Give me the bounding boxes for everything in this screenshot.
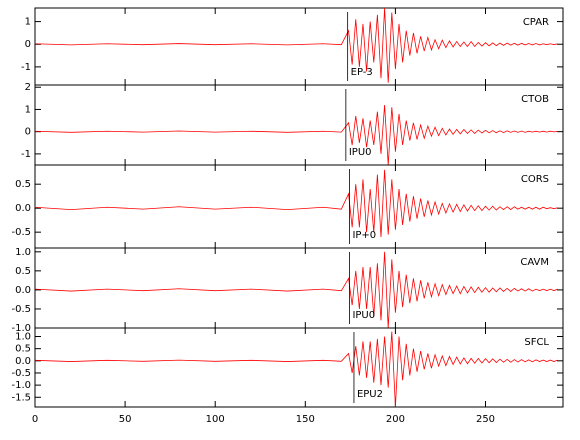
y-tick-label: 0 (25, 39, 31, 50)
station-label: CPAR (523, 17, 549, 28)
pick-label: EPU2 (357, 389, 383, 400)
y-tick-label: 0.5 (15, 344, 31, 355)
x-tick-label: 50 (119, 414, 132, 425)
y-tick-label: 0.0 (15, 356, 31, 367)
x-tick-label: 0 (32, 414, 38, 425)
y-tick-label: -0.5 (11, 368, 31, 379)
y-tick-label: 0.5 (15, 266, 31, 277)
y-tick-label: -1.5 (11, 392, 31, 403)
waveform (34, 169, 558, 237)
y-tick-label: -1 (21, 149, 31, 160)
panel-frame (34, 164, 564, 249)
panel-frame (34, 84, 564, 166)
pick-label: IP+0 (352, 230, 376, 241)
waveform (34, 331, 558, 408)
pick-label: IPU0 (349, 147, 372, 158)
waveform (34, 251, 558, 329)
x-tick-label: 100 (206, 414, 225, 425)
x-tick-label: 200 (386, 414, 405, 425)
y-tick-label: 2 (25, 82, 31, 93)
waveform (34, 7, 558, 83)
y-tick-label: 1.0 (15, 247, 31, 258)
y-tick-label: 1 (25, 104, 31, 115)
station-label: CAVM (520, 257, 549, 268)
y-tick-label: 0.5 (15, 179, 31, 190)
y-tick-label: -1.0 (11, 323, 31, 334)
panel-frame (34, 7, 564, 86)
pick-label: EP-3 (351, 67, 373, 78)
y-tick-label: 0 (25, 127, 31, 138)
station-label: SFCL (524, 337, 549, 348)
panel-frame (34, 247, 564, 329)
y-tick-label: -1 (21, 62, 31, 73)
station-label: CORS (521, 174, 549, 185)
y-tick-label: -1.0 (11, 380, 31, 391)
y-tick-label: 1.0 (15, 332, 31, 343)
y-tick-label: 0.0 (15, 203, 31, 214)
y-tick-label: -0.5 (11, 227, 31, 238)
pick-label: IPU0 (352, 310, 375, 321)
y-tick-label: -0.5 (11, 304, 31, 315)
station-label: CTOB (521, 94, 549, 105)
panel-frame (34, 327, 564, 408)
y-tick-label: 1 (25, 17, 31, 28)
y-tick-label: 0.0 (15, 285, 31, 296)
x-tick-label: 150 (296, 414, 315, 425)
waveform (34, 104, 558, 166)
x-tick-label: 250 (476, 414, 495, 425)
